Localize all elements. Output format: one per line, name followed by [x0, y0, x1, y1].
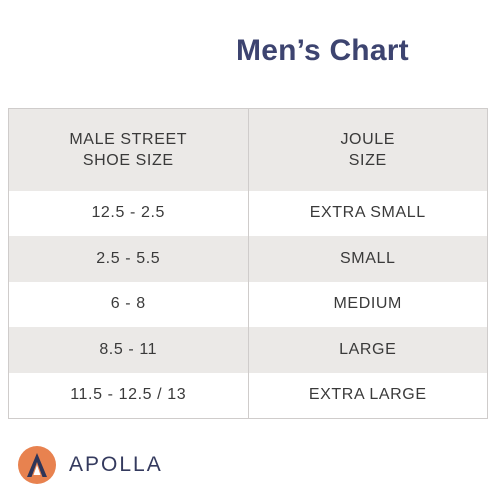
joule-size-cell: EXTRA SMALL [247, 190, 488, 237]
header-line: SIZE [348, 151, 387, 169]
table-row: 12.5 - 2.5 EXTRA SMALL [8, 190, 488, 237]
table-header-row: MALE STREET SHOE SIZE JOULE SIZE [8, 108, 488, 191]
joule-size-cell: EXTRA LARGE [247, 372, 488, 419]
joule-size-cell: MEDIUM [247, 281, 488, 328]
table-row: 11.5 - 12.5 / 13 EXTRA LARGE [8, 372, 488, 419]
brand-name: APOLLA [69, 453, 163, 476]
street-size-cell: 12.5 - 2.5 [91, 204, 166, 222]
size-chart-table: MALE STREET SHOE SIZE JOULE SIZE 12.5 - … [8, 108, 488, 419]
table-row: 2.5 - 5.5 SMALL [8, 236, 488, 282]
page-title: Men’s Chart [236, 34, 409, 67]
header-line: MALE STREET [69, 130, 188, 148]
header-joule-size: JOULE SIZE [247, 108, 488, 191]
street-size-cell: 6 - 8 [110, 295, 146, 313]
table-row: 8.5 - 11 LARGE [8, 327, 488, 373]
joule-size-cell: LARGE [247, 327, 488, 373]
brand-logo: APOLLA [18, 446, 163, 484]
apolla-logo-icon [18, 446, 56, 484]
header-line: JOULE [340, 130, 396, 148]
street-size-cell: 8.5 - 11 [99, 341, 158, 359]
table-row: 6 - 8 MEDIUM [8, 281, 488, 328]
street-size-cell: 11.5 - 12.5 / 13 [70, 386, 187, 404]
street-size-cell: 2.5 - 5.5 [96, 249, 161, 267]
header-line: SHOE SIZE [82, 151, 174, 169]
header-male-street-shoe-size: MALE STREET SHOE SIZE [9, 109, 249, 191]
joule-size-cell: SMALL [247, 236, 488, 282]
